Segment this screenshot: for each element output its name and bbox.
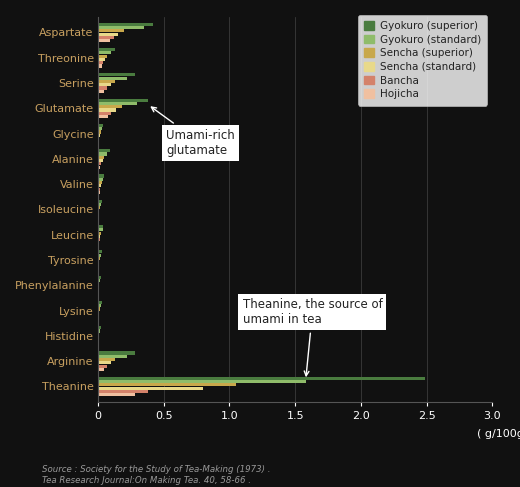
- Bar: [98, 242, 99, 244]
- Bar: [98, 329, 100, 333]
- Bar: [98, 263, 99, 266]
- Bar: [98, 36, 114, 39]
- Bar: [98, 149, 110, 152]
- Bar: [98, 206, 100, 209]
- Bar: [98, 352, 135, 355]
- Bar: [98, 289, 99, 292]
- Bar: [98, 162, 101, 166]
- Bar: [98, 134, 100, 137]
- Bar: [98, 380, 306, 383]
- Bar: [98, 76, 127, 80]
- Bar: [98, 23, 153, 26]
- Bar: [98, 166, 100, 169]
- Bar: [98, 209, 99, 213]
- Bar: [98, 333, 99, 336]
- Bar: [98, 307, 100, 311]
- Bar: [98, 260, 99, 263]
- Bar: [98, 184, 101, 187]
- Bar: [98, 301, 102, 304]
- Bar: [98, 225, 103, 228]
- Bar: [98, 73, 135, 76]
- Bar: [98, 213, 99, 216]
- Bar: [98, 48, 115, 51]
- X-axis label: ( g/100g ): ( g/100g ): [477, 429, 520, 439]
- Bar: [98, 292, 99, 295]
- Bar: [98, 254, 101, 257]
- Bar: [98, 124, 103, 127]
- Bar: [98, 377, 425, 380]
- Bar: [98, 200, 102, 203]
- Bar: [98, 355, 127, 358]
- Bar: [98, 156, 104, 159]
- Bar: [98, 33, 118, 36]
- Bar: [98, 203, 101, 206]
- Bar: [98, 250, 102, 253]
- Bar: [98, 314, 99, 317]
- Bar: [98, 276, 100, 279]
- Bar: [98, 361, 111, 364]
- Bar: [98, 83, 111, 86]
- Bar: [98, 387, 203, 390]
- Bar: [98, 231, 101, 235]
- Bar: [98, 187, 100, 191]
- Bar: [98, 311, 99, 314]
- Bar: [98, 191, 100, 194]
- Bar: [98, 342, 99, 346]
- Bar: [98, 109, 116, 112]
- Bar: [98, 58, 105, 61]
- Bar: [98, 61, 103, 64]
- Bar: [98, 174, 105, 178]
- Bar: [98, 98, 148, 102]
- Bar: [98, 39, 110, 42]
- Bar: [98, 90, 105, 93]
- Bar: [98, 159, 102, 162]
- Bar: [98, 238, 100, 241]
- Bar: [98, 29, 124, 32]
- Bar: [98, 181, 102, 184]
- Bar: [98, 339, 99, 342]
- Bar: [98, 80, 115, 83]
- Bar: [98, 115, 109, 118]
- Bar: [98, 279, 100, 282]
- Bar: [98, 336, 99, 339]
- Bar: [98, 86, 107, 90]
- Bar: [98, 257, 100, 260]
- Bar: [98, 267, 99, 270]
- Text: Theanine, the source of
umami in tea: Theanine, the source of umami in tea: [242, 298, 382, 376]
- Legend: Gyokuro (superior), Gyokuro (standard), Sencha (superior), Sencha (standard), Ba: Gyokuro (superior), Gyokuro (standard), …: [358, 15, 487, 106]
- Bar: [98, 365, 107, 368]
- Bar: [98, 102, 137, 105]
- Bar: [98, 304, 101, 307]
- Text: Umami-rich
glutamate: Umami-rich glutamate: [151, 107, 235, 157]
- Bar: [98, 51, 111, 55]
- Bar: [98, 390, 148, 393]
- Bar: [98, 358, 115, 361]
- Bar: [98, 393, 135, 396]
- Bar: [98, 318, 99, 320]
- Bar: [98, 26, 144, 29]
- Bar: [98, 216, 99, 219]
- Bar: [98, 326, 100, 329]
- Bar: [98, 235, 100, 238]
- Bar: [98, 383, 236, 386]
- Bar: [98, 228, 102, 231]
- Bar: [98, 152, 107, 155]
- Bar: [98, 131, 100, 133]
- Bar: [98, 178, 103, 181]
- Bar: [98, 282, 99, 285]
- Bar: [98, 140, 99, 143]
- Bar: [98, 285, 99, 288]
- Bar: [98, 112, 111, 115]
- Bar: [98, 55, 107, 57]
- Bar: [98, 64, 102, 68]
- Bar: [98, 137, 99, 140]
- Bar: [98, 127, 102, 130]
- Text: Source : Society for the Study of Tea-Making (1973) .
Tea Research Journal:On Ma: Source : Society for the Study of Tea-Ma…: [42, 465, 270, 485]
- Bar: [98, 105, 122, 108]
- Bar: [98, 368, 105, 371]
